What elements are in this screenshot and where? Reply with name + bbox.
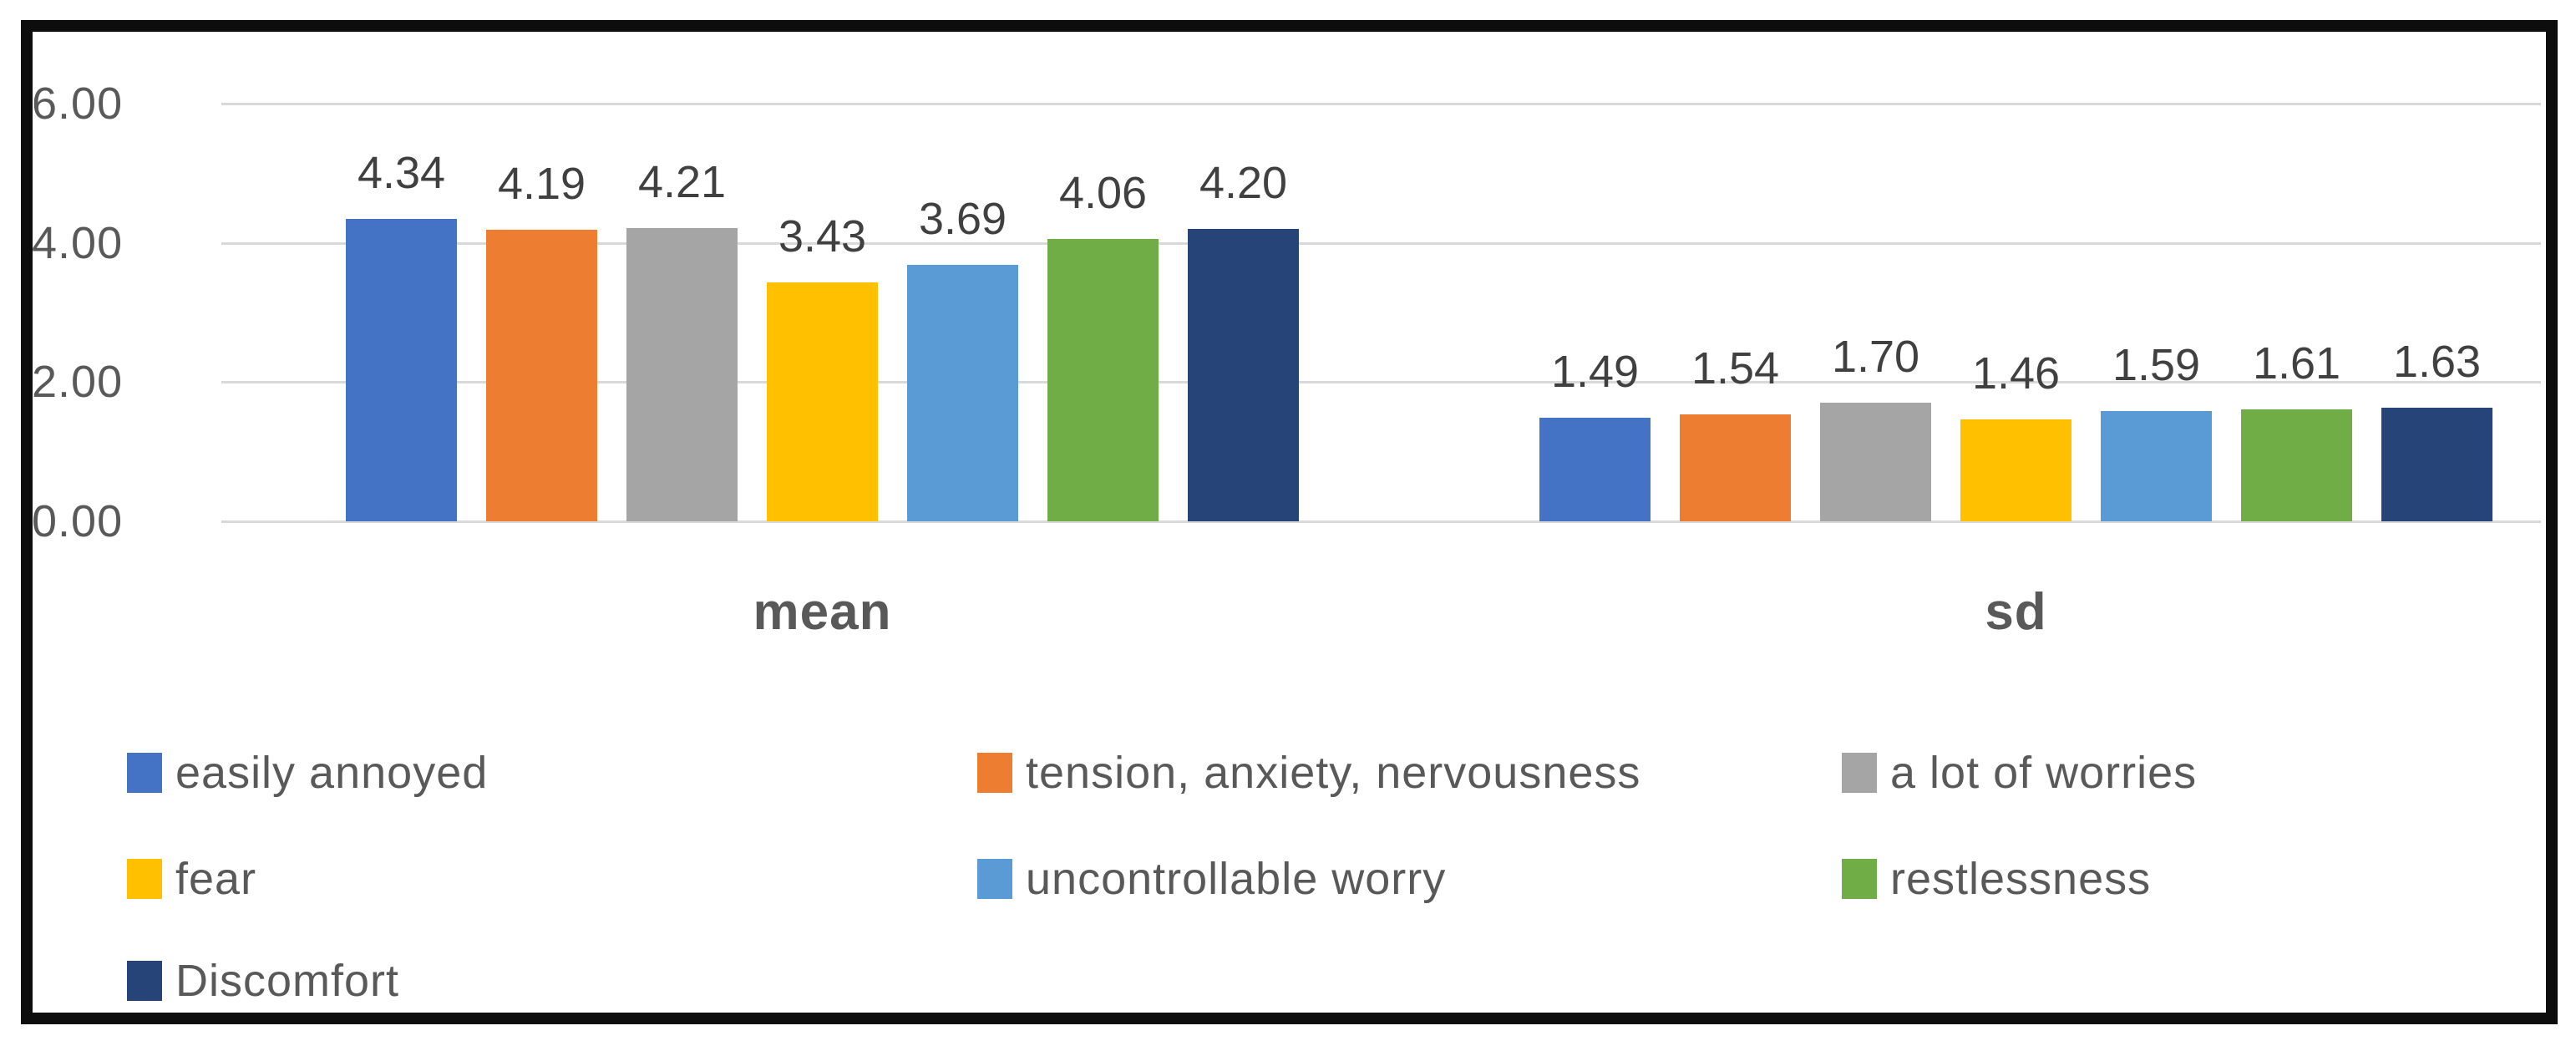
legend-item-3: fear: [127, 856, 962, 902]
y-tick-label-4.00: 4.00: [32, 217, 124, 268]
legend-swatch-1: [977, 753, 1012, 793]
bar-sd-2: [1820, 403, 1931, 521]
legend-item-5: restlessness: [1842, 856, 2576, 902]
value-label-sd-4: 1.59: [2112, 339, 2201, 390]
bar-sd-0: [1539, 417, 1651, 521]
value-label-sd-2: 1.70: [1831, 332, 1920, 383]
value-label-sd-5: 1.61: [2252, 338, 2341, 388]
gridline-0: [221, 520, 2541, 523]
legend-item-1: tension, anxiety, nervousness: [977, 749, 1813, 796]
value-label-sd-3: 1.46: [1971, 348, 2061, 399]
y-tick-label-6.00: 6.00: [32, 79, 124, 129]
bar-sd-1: [1680, 414, 1791, 521]
value-label-mean-3: 3.43: [778, 211, 867, 262]
legend-label-2: a lot of worries: [1890, 748, 2198, 798]
group-label-mean: mean: [753, 583, 892, 641]
legend-label-4: uncontrollable worry: [1026, 854, 1447, 904]
group-label-sd: sd: [1985, 583, 2047, 641]
value-label-mean-0: 4.34: [357, 148, 446, 199]
value-label-mean-2: 4.21: [637, 157, 727, 208]
legend-item-0: easily annoyed: [127, 749, 962, 796]
legend-swatch-5: [1842, 859, 1877, 899]
legend-label-0: easily annoyed: [175, 748, 489, 798]
bar-mean-0: [346, 219, 457, 521]
bar-mean-3: [767, 282, 878, 521]
value-label-mean-1: 4.19: [497, 158, 586, 209]
y-tick-label-2.00: 2.00: [32, 357, 124, 408]
gridline-4: [221, 241, 2541, 245]
value-label-sd-1: 1.54: [1691, 343, 1780, 394]
legend-label-5: restlessness: [1890, 854, 2152, 904]
bar-sd-3: [1960, 419, 2071, 521]
legend-swatch-3: [127, 859, 162, 899]
bar-sd-4: [2101, 410, 2212, 521]
bar-mean-6: [1188, 229, 1299, 521]
legend-label-1: tension, anxiety, nervousness: [1026, 748, 1641, 798]
bar-sd-5: [2241, 409, 2352, 521]
legend-item-4: uncontrollable worry: [977, 856, 1813, 902]
legend-item-2: a lot of worries: [1842, 749, 2576, 796]
legend-item-6: Discomfort: [127, 957, 962, 1004]
gridline-6: [221, 103, 2541, 106]
legend-label-3: fear: [175, 854, 257, 904]
value-label-sd-0: 1.49: [1550, 346, 1640, 397]
legend-label-6: Discomfort: [175, 956, 400, 1006]
gridline-2: [221, 381, 2541, 384]
bar-mean-4: [907, 264, 1018, 521]
legend-swatch-2: [1842, 753, 1877, 793]
value-label-mean-5: 4.06: [1058, 167, 1148, 218]
legend-swatch-4: [977, 859, 1012, 899]
bar-mean-2: [626, 228, 738, 521]
y-tick-label-0.00: 0.00: [32, 496, 124, 546]
value-label-mean-6: 4.20: [1199, 158, 1288, 208]
bar-sd-6: [2381, 408, 2492, 521]
value-label-mean-4: 3.69: [918, 193, 1007, 244]
value-label-sd-6: 1.63: [2392, 337, 2482, 388]
bar-mean-5: [1047, 238, 1159, 521]
legend-swatch-0: [127, 753, 162, 793]
legend-swatch-6: [127, 961, 162, 1001]
bar-mean-1: [486, 229, 597, 521]
